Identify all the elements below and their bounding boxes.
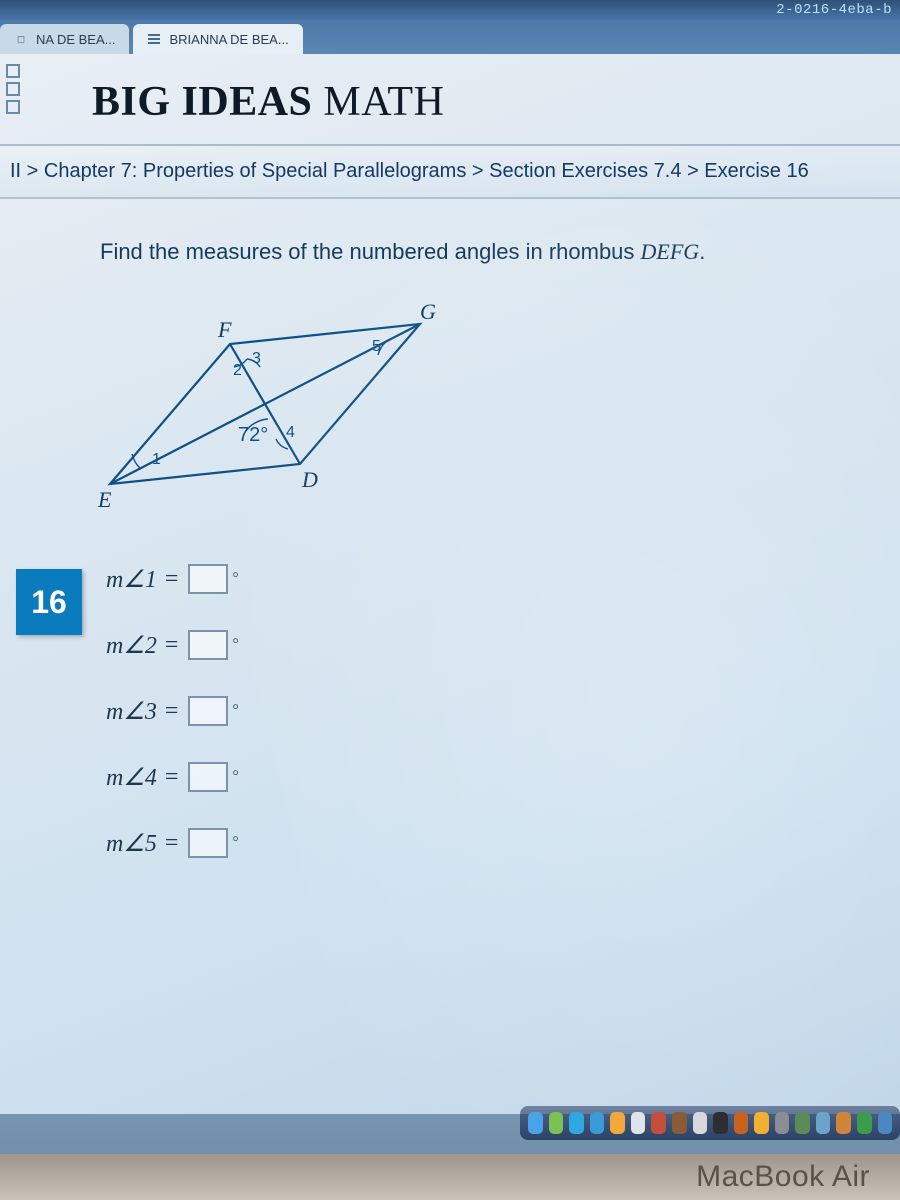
degree-symbol: °: [232, 702, 238, 720]
dock-app-icon[interactable]: [610, 1112, 625, 1134]
dock-app-icon[interactable]: [569, 1112, 584, 1134]
tab-favicon-icon: ◻: [14, 32, 28, 46]
macbook-label: MacBook Air: [0, 1154, 900, 1200]
vertex-label-E: E: [97, 487, 112, 512]
browser-tab[interactable]: ◻ NA DE BEA...: [0, 24, 129, 54]
equals-sign: =: [165, 566, 179, 593]
dock-app-icon[interactable]: [816, 1112, 831, 1134]
angle-num-3: 3: [252, 350, 261, 367]
dock-app-icon[interactable]: [631, 1112, 646, 1134]
dock-app-icon[interactable]: [693, 1112, 708, 1134]
answer-row: m∠5 = °: [106, 828, 860, 858]
answer-list: m∠1 = ° m∠2 = ° m∠3 = ° m∠4 = °: [106, 564, 860, 858]
answer-input-3[interactable]: [188, 696, 228, 726]
vertex-label-F: F: [217, 317, 232, 342]
answer-input-2[interactable]: [188, 630, 228, 660]
answer-input-5[interactable]: [188, 828, 228, 858]
question-number-badge: 16: [16, 569, 82, 635]
rail-square-icon: [6, 100, 20, 114]
answer-label: m∠4: [106, 763, 157, 792]
answer-input-1[interactable]: [188, 564, 228, 594]
equals-sign: =: [165, 698, 179, 725]
answer-label: m∠1: [106, 565, 157, 594]
prompt-shape-name: DEFG: [641, 239, 700, 264]
tab-favicon-lines-icon: [147, 32, 161, 46]
dock-app-icon[interactable]: [775, 1112, 790, 1134]
degree-symbol: °: [232, 636, 238, 654]
breadcrumb[interactable]: II > Chapter 7: Properties of Special Pa…: [0, 144, 900, 199]
dock-app-icon[interactable]: [878, 1112, 893, 1134]
app-window: BIG IDEAS MATH II > Chapter 7: Propertie…: [0, 54, 900, 1114]
dock-app-icon[interactable]: [836, 1112, 851, 1134]
exercise-content: Find the measures of the numbered angles…: [0, 199, 900, 934]
brand-title: BIG IDEAS MATH: [92, 78, 900, 126]
rail-square-icon: [6, 82, 20, 96]
angle-num-5: 5: [372, 338, 381, 355]
dock-app-icon[interactable]: [651, 1112, 666, 1134]
dock-app-icon[interactable]: [754, 1112, 769, 1134]
tab-label: NA DE BEA...: [36, 32, 115, 47]
angle-num-1: 1: [152, 451, 161, 468]
answer-row: m∠4 = °: [106, 762, 860, 792]
answer-row: m∠2 = °: [106, 630, 860, 660]
angle-num-4: 4: [286, 424, 295, 441]
dock-app-icon[interactable]: [857, 1112, 872, 1134]
answer-input-4[interactable]: [188, 762, 228, 792]
answer-row: m∠1 = °: [106, 564, 860, 594]
rhombus-diagram: E F G D 1 2 3 4 5 72°: [90, 289, 860, 524]
dock-app-icon[interactable]: [672, 1112, 687, 1134]
prompt-suffix: .: [699, 239, 705, 264]
equals-sign: =: [165, 764, 179, 791]
equals-sign: =: [165, 830, 179, 857]
dock-app-icon[interactable]: [528, 1112, 543, 1134]
exercise-prompt: Find the measures of the numbered angles…: [100, 239, 860, 265]
degree-symbol: °: [232, 768, 238, 786]
answer-label: m∠2: [106, 631, 157, 660]
vertex-label-G: G: [420, 299, 436, 324]
answer-label: m∠3: [106, 697, 157, 726]
equals-sign: =: [165, 632, 179, 659]
left-rail-icons: [0, 54, 46, 124]
brand-header: BIG IDEAS MATH: [0, 54, 900, 144]
dock-app-icon[interactable]: [734, 1112, 749, 1134]
answer-label: m∠5: [106, 829, 157, 858]
dock-app-icon[interactable]: [549, 1112, 564, 1134]
degree-symbol: °: [232, 834, 238, 852]
degree-symbol: °: [232, 570, 238, 588]
tab-label: BRIANNA DE BEA...: [169, 32, 288, 47]
url-fragment: 2-0216-4eba-b: [776, 2, 892, 18]
browser-tab-row: ◻ NA DE BEA... BRIANNA DE BEA...: [0, 20, 900, 54]
brand-text-thin: MATH: [323, 79, 444, 125]
brand-text-bold: BIG IDEAS: [92, 79, 312, 125]
answer-row: m∠3 = °: [106, 696, 860, 726]
rail-square-icon: [6, 64, 20, 78]
dock-app-icon[interactable]: [590, 1112, 605, 1134]
dock-app-icon[interactable]: [713, 1112, 728, 1134]
prompt-prefix: Find the measures of the numbered angles…: [100, 239, 641, 264]
browser-url-strip: 2-0216-4eba-b: [0, 0, 900, 20]
given-angle-72: 72°: [238, 424, 268, 446]
dock-app-icon[interactable]: [795, 1112, 810, 1134]
vertex-label-D: D: [301, 467, 318, 492]
mac-dock: [520, 1106, 900, 1140]
browser-tab-active[interactable]: BRIANNA DE BEA...: [133, 24, 302, 54]
